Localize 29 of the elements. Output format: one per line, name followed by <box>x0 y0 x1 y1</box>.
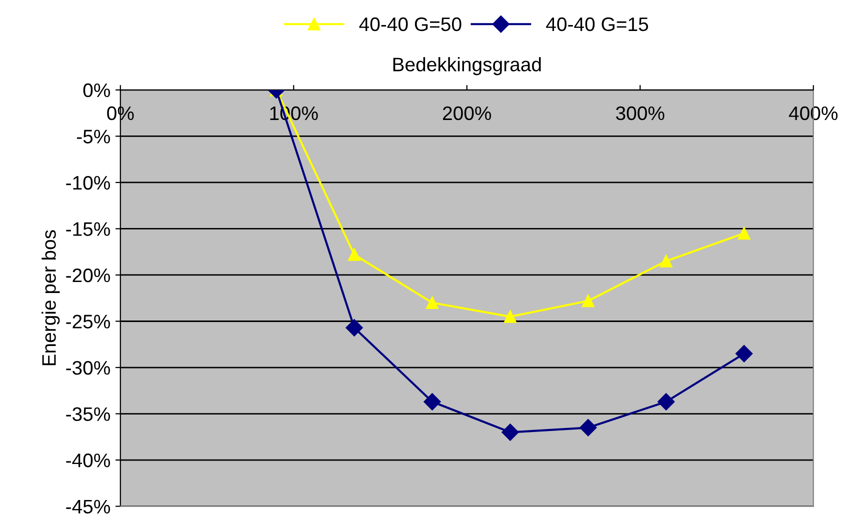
point <box>504 310 516 323</box>
x-axis-title: Bedekkingsgraad <box>393 57 541 76</box>
point <box>582 294 594 308</box>
y-tick-label: -35% <box>66 407 110 422</box>
point <box>658 393 675 410</box>
point <box>502 424 519 441</box>
point <box>738 227 750 240</box>
point <box>424 393 441 410</box>
y-tick-label: -45% <box>66 500 110 514</box>
y-axis-title: Energie per bos <box>42 230 60 366</box>
y-tick-label: -30% <box>66 360 110 375</box>
y-tick-label: -20% <box>66 268 110 282</box>
point <box>346 319 363 336</box>
y-tick-label: -40% <box>66 454 110 468</box>
y-tick-label: -10% <box>66 176 110 190</box>
x-tick-label: 200% <box>443 106 492 120</box>
point <box>736 345 753 362</box>
y-tick-label: -5% <box>76 130 110 144</box>
point <box>580 419 597 436</box>
x-tick-label: 300% <box>616 106 664 120</box>
x-tick-label: 400% <box>788 106 838 120</box>
legend-label: 40-40 G=50 <box>359 17 462 32</box>
point <box>660 254 672 268</box>
y-tick-label: -25% <box>66 314 110 328</box>
y-tick-label: 0% <box>83 83 110 98</box>
point <box>426 296 438 309</box>
y-tick-label: -15% <box>66 222 110 236</box>
point <box>348 248 361 261</box>
legend-label: 40-40 G=15 <box>546 17 648 32</box>
